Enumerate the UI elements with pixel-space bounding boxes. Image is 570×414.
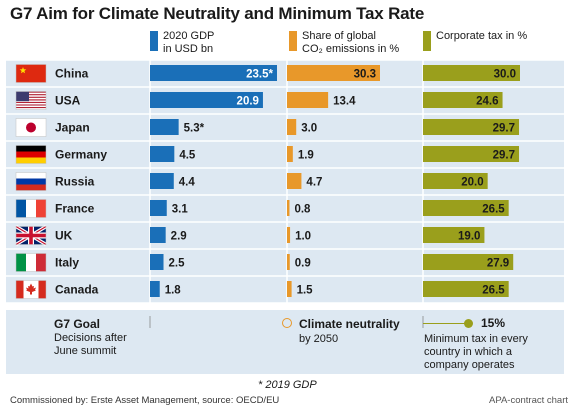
bar-3-uk bbox=[423, 227, 485, 243]
data-label: 1.5 bbox=[297, 285, 314, 297]
bar-3-canada bbox=[423, 281, 509, 297]
bar-2-italy bbox=[287, 254, 290, 270]
category-label: Japan bbox=[55, 121, 90, 135]
legend-co2-line-2: CO₂ emissions in % bbox=[302, 43, 400, 55]
goal-desc-line-2: June summit bbox=[54, 345, 117, 357]
data-label: 13.4 bbox=[333, 96, 356, 108]
flag-canada-icon bbox=[15, 280, 47, 299]
flag-usa-icon bbox=[15, 91, 47, 110]
data-label: 1.8 bbox=[165, 285, 182, 297]
source-note: Commissioned by: Erste Asset Management,… bbox=[10, 395, 280, 406]
legend-gdp-line-2: in USD bn bbox=[163, 43, 214, 55]
tax-goal-dot-icon bbox=[464, 319, 473, 328]
bar-1-france bbox=[150, 200, 167, 216]
data-label: 4.5 bbox=[179, 150, 196, 162]
data-label: 20.9 bbox=[237, 96, 259, 108]
data-label: 3.1 bbox=[172, 204, 189, 216]
data-label: 20.0 bbox=[461, 177, 483, 189]
data-label: 29.7 bbox=[493, 150, 515, 162]
chart-title: G7 Aim for Climate Neutrality and Minimu… bbox=[10, 4, 425, 23]
legend-tax-line-1: Corporate tax in % bbox=[436, 30, 528, 42]
bar-2-usa bbox=[287, 92, 329, 108]
category-label: France bbox=[55, 202, 95, 216]
bar-2-germany bbox=[287, 146, 293, 162]
bar-3-china bbox=[423, 65, 520, 81]
data-label: 26.5 bbox=[482, 204, 505, 216]
legend-tax-swatch bbox=[423, 31, 431, 51]
bar-1-uk bbox=[150, 227, 166, 243]
goal-label: G7 Goal bbox=[54, 317, 101, 331]
bar-3-russia bbox=[423, 173, 488, 189]
flag-russia-icon bbox=[15, 172, 47, 191]
data-label: 2.5 bbox=[169, 258, 186, 270]
footnote: * 2019 GDP bbox=[258, 379, 317, 391]
bar-2-china bbox=[287, 65, 380, 81]
data-label: 27.9 bbox=[487, 258, 509, 270]
bar-2-russia bbox=[287, 173, 302, 189]
category-label: Italy bbox=[55, 256, 79, 270]
data-label: 29.7 bbox=[493, 123, 515, 135]
data-label: 3.0 bbox=[301, 123, 317, 135]
climate-circle-icon bbox=[282, 318, 292, 328]
credit-note: APA-contract chart bbox=[489, 395, 569, 406]
data-label: 30.0 bbox=[494, 69, 516, 81]
bar-2-canada bbox=[287, 281, 292, 297]
tax-goal-line bbox=[423, 323, 468, 324]
tax-goal-value: 15% bbox=[481, 316, 506, 330]
flag-france-icon bbox=[15, 199, 47, 218]
bar-3-france bbox=[423, 200, 509, 216]
bar-3-germany bbox=[423, 146, 520, 162]
bar-1-usa bbox=[150, 92, 263, 108]
legend-gdp-line-1: 2020 GDP bbox=[163, 30, 215, 42]
category-label: Canada bbox=[55, 283, 99, 297]
flag-germany-icon bbox=[15, 145, 47, 164]
bar-3-italy bbox=[423, 254, 514, 270]
bar-1-china bbox=[150, 65, 277, 81]
data-label: 1.9 bbox=[298, 150, 314, 162]
data-label: 19.0 bbox=[458, 231, 480, 243]
goal-description: Decisions after June summit bbox=[54, 332, 127, 358]
data-label: 0.8 bbox=[294, 204, 311, 216]
bar-2-france bbox=[287, 200, 290, 216]
data-label: 1.0 bbox=[295, 231, 311, 243]
bar-2-uk bbox=[287, 227, 291, 243]
goal-desc-line-1: Decisions after bbox=[54, 332, 127, 344]
tax-goal-line-3: company operates bbox=[424, 359, 515, 371]
data-label: 24.6 bbox=[476, 96, 498, 108]
bar-3-japan bbox=[423, 119, 520, 135]
legend-co2-line-1: Share of global bbox=[302, 30, 376, 42]
bar-1-russia bbox=[150, 173, 174, 189]
bar-1-canada bbox=[150, 281, 160, 297]
data-label: 0.9 bbox=[295, 258, 311, 270]
climate-goal-sub: by 2050 bbox=[299, 333, 339, 345]
category-label: Germany bbox=[55, 148, 107, 162]
flag-italy-icon bbox=[15, 253, 47, 272]
bar-2-japan bbox=[287, 119, 297, 135]
data-label: 2.9 bbox=[171, 231, 187, 243]
data-label: 4.7 bbox=[306, 177, 322, 189]
category-label: UK bbox=[55, 229, 73, 243]
legend-gdp-swatch bbox=[150, 31, 158, 51]
data-label: 4.4 bbox=[179, 177, 196, 189]
tax-goal-line-2: country in which a bbox=[424, 346, 513, 358]
data-label: 30.3 bbox=[354, 69, 376, 81]
flag-china-icon bbox=[15, 64, 47, 83]
data-label: 5.3* bbox=[184, 123, 205, 135]
flag-uk-icon bbox=[15, 224, 47, 247]
data-label: 23.5* bbox=[246, 69, 273, 81]
bar-1-italy bbox=[150, 254, 164, 270]
bar-1-germany bbox=[150, 146, 175, 162]
data-label: 26.5 bbox=[482, 285, 505, 297]
bar-3-usa bbox=[423, 92, 503, 108]
category-label: China bbox=[55, 67, 89, 81]
bar-1-japan bbox=[150, 119, 179, 135]
tax-goal-line-1: Minimum tax in every bbox=[424, 333, 528, 345]
category-label: Russia bbox=[55, 175, 95, 189]
legend-co2-swatch bbox=[289, 31, 297, 51]
tax-goal-description: Minimum tax in every country in which a … bbox=[424, 333, 528, 372]
flag-japan-icon bbox=[15, 118, 47, 137]
climate-goal-title: Climate neutrality bbox=[299, 317, 400, 331]
category-label: USA bbox=[55, 94, 81, 108]
